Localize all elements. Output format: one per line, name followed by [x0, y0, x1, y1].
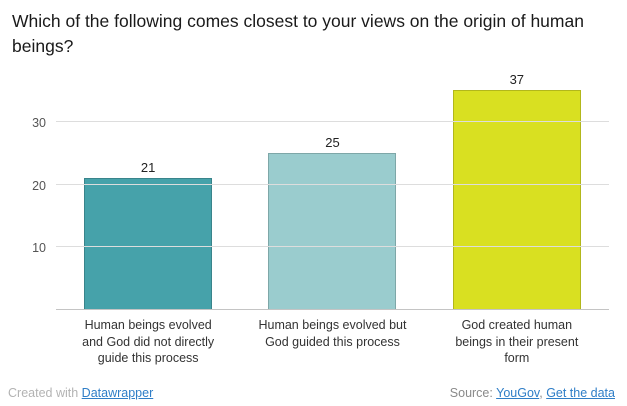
bars-container: 21 25 37	[56, 72, 609, 310]
chart-title: Which of the following comes closest to …	[12, 11, 584, 56]
bar-column: 21	[84, 72, 213, 310]
bar	[452, 90, 581, 310]
y-tick-label: 20	[32, 178, 46, 193]
plot-area: 21 25 37 10 20 30	[32, 72, 609, 310]
category-label: Human beings evolved and God did not dir…	[82, 318, 215, 365]
gridline	[56, 246, 609, 248]
source-separator: ,	[539, 386, 543, 400]
source-line: Source: YouGov, Get the data	[450, 386, 615, 400]
x-axis-baseline	[56, 309, 609, 310]
category-label: God created human beings in their presen…	[455, 318, 579, 365]
bar	[268, 153, 397, 310]
created-with-label: Created with	[8, 386, 79, 400]
datawrapper-link[interactable]: Datawrapper	[81, 386, 154, 400]
bar-value-label: 25	[325, 135, 340, 151]
bar-column: 25	[268, 72, 397, 310]
attribution: Created with Datawrapper	[8, 386, 153, 400]
y-tick-label: 30	[32, 116, 46, 131]
gridline	[56, 121, 609, 123]
source-link-yougov[interactable]: YouGov	[496, 386, 540, 400]
category-label: Human beings evolved but God guided this…	[258, 318, 407, 349]
bar-column: 37	[452, 72, 581, 310]
x-axis-labels: Human beings evolved and God did not dir…	[56, 317, 609, 367]
get-the-data-link[interactable]: Get the data	[546, 386, 615, 400]
bar	[84, 178, 213, 310]
footer: Created with Datawrapper Source: YouGov,…	[0, 386, 627, 400]
source-label: Source:	[449, 386, 493, 400]
chart-area: 21 25 37 10 20 30 Human beings evolved and G…	[32, 72, 609, 367]
y-tick-label: 10	[32, 241, 46, 256]
gridline	[56, 183, 609, 185]
bar-value-label: 37	[509, 72, 525, 87]
bar-value-label: 21	[140, 160, 156, 176]
